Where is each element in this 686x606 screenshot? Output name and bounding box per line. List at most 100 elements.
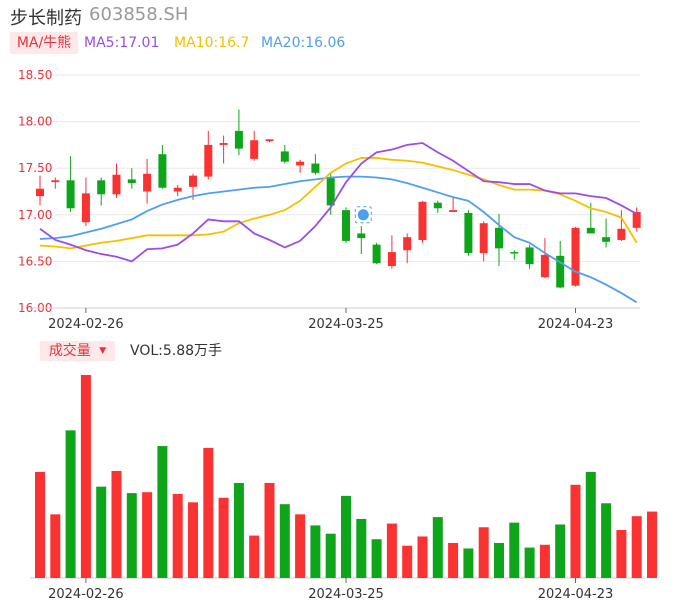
ma-indicator-button[interactable]: MA/牛熊 <box>10 32 78 54</box>
candle-body <box>112 174 121 195</box>
event-marker-frame <box>354 206 372 224</box>
candle-body <box>81 193 90 223</box>
volume-bar <box>432 517 443 578</box>
candle-body <box>617 228 626 240</box>
volume-bar <box>80 375 91 578</box>
volume-bar <box>65 430 76 578</box>
candle-body <box>495 227 503 249</box>
volume-bar <box>509 522 520 578</box>
volume-bar <box>585 471 596 578</box>
volume-bar <box>279 504 290 578</box>
candle-body <box>219 143 228 145</box>
candle-body <box>464 212 473 254</box>
y-tick-label: 17.00 <box>18 208 52 222</box>
volume-bar <box>325 533 336 578</box>
x-tick-label: 2024-02-26 <box>48 317 124 332</box>
volume-bar <box>417 536 428 578</box>
volume-bar <box>111 470 122 578</box>
volume-bar <box>249 535 260 578</box>
volume-bar <box>35 471 45 578</box>
volume-tag-label: 成交量 <box>48 343 91 359</box>
candle-body <box>418 201 427 240</box>
stock-name: 步长制药 <box>10 8 82 29</box>
volume-bar <box>555 524 566 578</box>
candle-body <box>602 237 611 242</box>
candle-body <box>433 202 442 209</box>
candle-body <box>127 179 136 184</box>
volume-bar <box>126 493 137 578</box>
volume-bar <box>539 544 550 578</box>
candle-body <box>311 163 320 173</box>
candle-body <box>449 210 458 213</box>
candle-body <box>250 140 259 159</box>
volume-x-tick-label: 2024-04-23 <box>538 587 614 602</box>
volume-bar <box>494 542 504 578</box>
volume-bar <box>142 492 153 578</box>
ma20-label: MA20:16.06 <box>261 35 346 51</box>
y-tick-label: 17.50 <box>18 161 52 175</box>
volume-x-tick-label: 2024-02-26 <box>48 587 124 602</box>
volume-bar <box>310 525 321 578</box>
volume-bar <box>570 484 581 578</box>
candle-body <box>280 151 289 162</box>
triangle-down-icon: ▼ <box>99 346 107 356</box>
volume-bar <box>647 511 657 578</box>
event-marker-icon <box>357 209 369 221</box>
candle-body <box>265 139 274 142</box>
volume-bar <box>172 494 183 578</box>
ma10-line <box>39 157 638 250</box>
stock-code: 603858.SH <box>89 4 189 25</box>
candle-body <box>143 173 152 192</box>
candle-body <box>525 247 534 265</box>
candle-body <box>234 130 243 149</box>
candle-body <box>204 144 213 177</box>
volume-bar <box>463 548 474 578</box>
x-tick-label: 2024-04-23 <box>538 317 614 332</box>
candle-body <box>326 177 335 206</box>
volume-bar <box>601 503 612 578</box>
y-tick-label: 16.50 <box>18 254 52 268</box>
volume-bar <box>50 514 61 578</box>
volume-bar <box>157 446 168 578</box>
ma20-line <box>39 175 638 304</box>
candle-body <box>372 244 381 264</box>
volume-bar <box>356 518 367 578</box>
ma10-label: MA10:16.7 <box>174 35 250 51</box>
volume-bar <box>96 486 107 578</box>
y-tick-label: 18.50 <box>18 68 52 82</box>
candle-body <box>357 233 366 239</box>
volume-indicator-button[interactable]: 成交量 ▼ <box>40 341 115 361</box>
candle-body <box>36 188 44 197</box>
volume-bar <box>524 547 535 578</box>
candle-body <box>97 180 106 195</box>
candle-body <box>586 227 595 234</box>
candle-body <box>158 154 167 188</box>
candle-body <box>479 223 488 254</box>
candle-body <box>189 175 197 187</box>
candle-body <box>571 227 580 286</box>
candle-body <box>632 212 641 228</box>
candle-body <box>342 210 350 241</box>
volume-bar <box>402 545 413 578</box>
volume-bar <box>188 502 198 578</box>
volume-bar <box>341 495 351 578</box>
volume-chart[interactable]: 2024-02-26 2024-03-25 2024-04-23 <box>0 365 686 606</box>
volume-bar <box>631 516 642 578</box>
ma5-label: MA5:17.01 <box>84 35 160 51</box>
candle-body <box>540 254 549 278</box>
price-chart[interactable]: 18.5018.0017.5017.0016.5016.002024-02-26… <box>0 60 686 332</box>
volume-bar <box>371 539 382 578</box>
candle-body <box>387 252 396 267</box>
volume-x-tick-label: 2024-03-25 <box>308 587 384 602</box>
x-tick-label: 2024-03-25 <box>308 317 384 332</box>
candle-body <box>51 180 60 183</box>
ma5-line <box>39 142 638 263</box>
volume-bar <box>386 523 397 578</box>
candle-body <box>403 237 412 251</box>
y-tick-label: 18.00 <box>18 115 52 129</box>
volume-bar <box>616 530 627 578</box>
volume-bar <box>203 447 214 578</box>
volume-bar <box>295 514 306 578</box>
volume-bar <box>478 527 489 578</box>
candle-body <box>173 187 182 192</box>
